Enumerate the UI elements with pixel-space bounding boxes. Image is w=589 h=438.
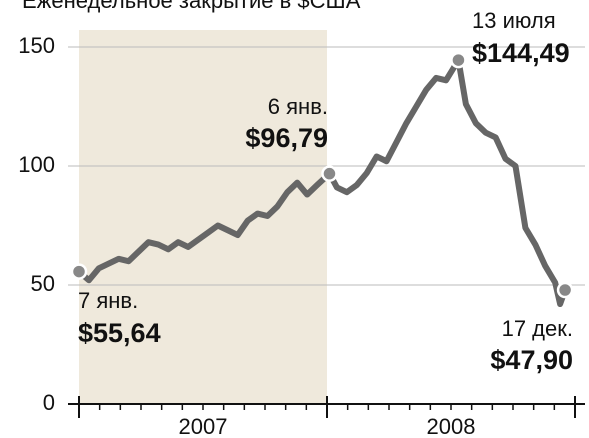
annotation-value: $96,79 <box>245 123 328 153</box>
y-tick-label: 0 <box>43 390 55 415</box>
x-tick-label: 2008 <box>427 414 476 438</box>
annotation-date: 7 янв. <box>78 288 138 313</box>
highlight-point <box>321 165 338 182</box>
y-tick-label: 150 <box>18 33 55 58</box>
highlight-point <box>450 51 467 69</box>
annotation-value: $144,49 <box>472 38 570 68</box>
annotation-date: 6 янв. <box>268 94 328 119</box>
y-tick-label: 100 <box>18 152 55 177</box>
highlight-point <box>70 263 88 280</box>
chart-title: Еженедельное закрытие в $США <box>22 0 361 13</box>
highlight-band <box>79 30 327 404</box>
annotation-date: 13 июля <box>472 8 556 33</box>
highlight-point <box>556 281 574 299</box>
x-tick-label: 2007 <box>179 414 228 438</box>
annotation-value: $55,64 <box>78 318 161 348</box>
annotation-value: $47,90 <box>490 345 573 375</box>
y-tick-label: 50 <box>31 271 55 296</box>
annotation-date: 17 дек. <box>502 316 573 341</box>
